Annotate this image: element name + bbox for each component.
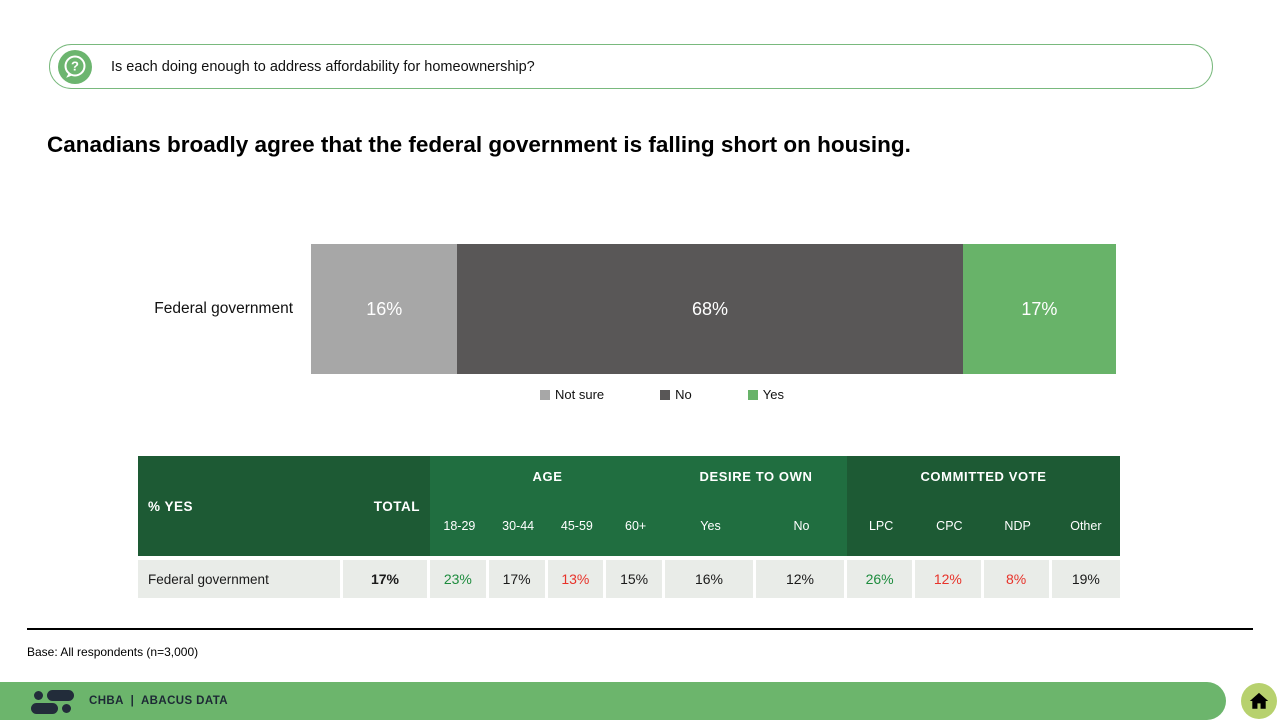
legend-label: Not sure xyxy=(555,387,605,402)
column-header-45-59: 45-59 xyxy=(560,519,593,533)
data-cell: 23% xyxy=(430,560,489,598)
data-cell: 8% xyxy=(983,560,1052,598)
logo-dot xyxy=(62,703,71,713)
data-cell: 17% xyxy=(488,560,548,598)
question-banner: ? Is each doing enough to address afford… xyxy=(49,44,1213,89)
header-group-desire-to-own: DESIRE TO OWN Yes No xyxy=(665,456,847,556)
legend-swatch-icon xyxy=(747,389,758,400)
table-total-header: TOTAL xyxy=(373,498,420,514)
home-icon xyxy=(1249,692,1269,709)
table-row: Federal government 17% 23% 17% 13% 15% 16% 12… xyxy=(138,560,1120,598)
row-label: Federal government xyxy=(138,560,343,598)
table-header: % YES TOTAL AGE 18-29 30-44 45-59 60+ DESIRE … xyxy=(138,456,1120,556)
base-footnote: Base: All respondents (n=3,000) xyxy=(27,645,199,659)
legend-swatch-icon xyxy=(540,389,550,400)
abacus-data-logo-icon xyxy=(31,689,77,714)
data-cell: 19% xyxy=(1051,560,1120,598)
bar-segment-yes: 17% xyxy=(962,244,1116,374)
group-columns: Yes No xyxy=(665,496,847,556)
data-cell: 26% xyxy=(847,560,916,598)
question-text: Is each doing enough to address affordab… xyxy=(111,58,535,75)
stacked-bar: 16% 68% 17% xyxy=(311,244,1116,374)
table-header-groups: AGE 18-29 30-44 45-59 60+ DESIRE TO OWN Yes No C… xyxy=(430,456,1120,556)
footer-bar: CHBA | ABACUS DATA xyxy=(0,682,1226,720)
column-header-other: Other xyxy=(1070,519,1102,533)
group-label: COMMITTED VOTE xyxy=(920,468,1047,484)
column-header-18-29: 18-29 xyxy=(443,519,476,533)
legend-label: No xyxy=(675,387,692,402)
column-header-yes: Yes xyxy=(700,519,721,533)
column-header-cpc: CPC xyxy=(936,519,963,533)
legend-item-no: No xyxy=(660,387,692,402)
table-corner-cell: % YES TOTAL xyxy=(138,456,430,556)
row-total-value: 17% xyxy=(343,560,430,598)
footer-brand-text: CHBA | ABACUS DATA xyxy=(89,695,228,707)
data-cell: 15% xyxy=(606,560,665,598)
column-header-no: No xyxy=(793,519,810,533)
column-header-ndp: NDP xyxy=(1004,519,1031,533)
data-cell: 13% xyxy=(547,560,607,598)
header-group-committed-vote: COMMITTED VOTE LPC CPC NDP Other xyxy=(847,456,1120,556)
page-title: Canadians broadly agree that the federal… xyxy=(47,132,911,157)
column-header-30-44: 30-44 xyxy=(502,519,535,533)
footer-divider xyxy=(27,628,1253,630)
group-columns: 18-29 30-44 45-59 60+ xyxy=(430,496,665,556)
group-label: DESIRE TO OWN xyxy=(699,468,813,484)
logo-dot xyxy=(34,690,43,700)
group-label: AGE xyxy=(532,468,563,484)
logo-bar xyxy=(47,689,74,701)
home-button[interactable] xyxy=(1241,683,1277,719)
bar-segment-not-sure: 16% xyxy=(311,244,458,374)
data-cell: 16% xyxy=(665,560,756,598)
data-cell: 12% xyxy=(915,560,984,598)
bar-value-label: 16% xyxy=(366,298,403,319)
header-group-age: AGE 18-29 30-44 45-59 60+ xyxy=(430,456,665,556)
chart-category-label: Federal government xyxy=(154,300,293,317)
legend-swatch-icon xyxy=(660,389,671,400)
logo-bar xyxy=(31,702,58,714)
column-header-lpc: LPC xyxy=(868,519,894,533)
table-corner-label: % YES xyxy=(148,498,194,514)
question-bubble-icon: ? xyxy=(58,49,92,84)
chart-legend: Not sure No Yes xyxy=(540,387,784,402)
bar-value-label: 17% xyxy=(1021,298,1058,319)
bar-segment-no: 68% xyxy=(457,244,963,374)
bar-value-label: 68% xyxy=(692,298,729,319)
svg-text:?: ? xyxy=(71,58,79,73)
group-columns: LPC CPC NDP Other xyxy=(847,496,1120,556)
legend-item-not-sure: Not sure xyxy=(540,387,604,402)
data-cell: 12% xyxy=(756,560,847,598)
legend-label: Yes xyxy=(762,387,784,402)
column-header-60-: 60+ xyxy=(625,519,647,533)
legend-item-yes: Yes xyxy=(747,387,784,402)
